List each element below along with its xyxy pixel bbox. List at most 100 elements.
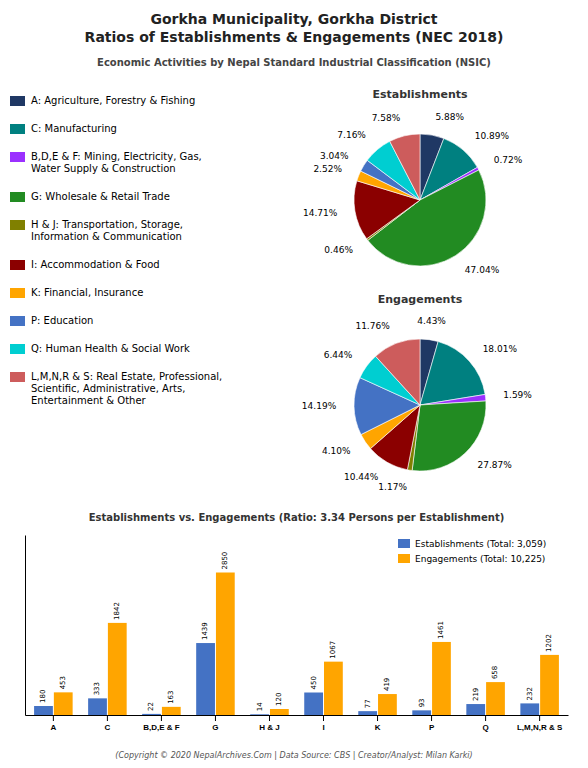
data-label: 1202 (545, 634, 553, 652)
legend-swatch (10, 288, 25, 298)
data-label: 1067 (329, 641, 337, 659)
tick: G (212, 715, 218, 732)
bar (432, 642, 451, 715)
data-label: 14.71% (303, 208, 338, 218)
pie-slice (412, 401, 486, 471)
tick-label: Q (482, 723, 488, 732)
tick: B,D,E & F (143, 715, 180, 732)
data-label: 219 (472, 688, 480, 701)
legend-swatch (10, 344, 25, 354)
data-labels: 1803332214391445077932192324531842163285… (39, 552, 553, 712)
pie-slice (376, 339, 420, 405)
data-label: 6.44% (324, 350, 353, 360)
legend-entry: K: Financial, Insurance (31, 287, 143, 298)
legend-swatch (10, 152, 25, 162)
legend-entry: P: Education (31, 315, 93, 326)
legend-swatch (398, 554, 410, 563)
legend-swatch (10, 124, 25, 134)
legend-swatch (10, 372, 25, 382)
tick: A (50, 715, 56, 732)
data-label: 0.46% (324, 245, 353, 255)
legend-swatch (10, 260, 25, 270)
pie-slice (420, 342, 485, 405)
data-label: 1439 (201, 622, 209, 640)
bar (378, 694, 397, 715)
legend-entry: B,D,E & F: Mining, Electricity, Gas,Wate… (31, 151, 202, 174)
tick: P (429, 715, 435, 732)
data-label: 10.89% (475, 131, 510, 141)
tick-label: P (429, 723, 435, 732)
y-axis (25, 536, 26, 716)
legend-swatch (10, 220, 25, 230)
bar (250, 714, 269, 715)
tick: K (375, 715, 381, 732)
pie: 4.43%18.01%1.59%27.87%1.17%10.44%4.10%14… (302, 316, 532, 492)
bar (88, 698, 107, 715)
data-label: 77 (364, 699, 372, 708)
data-label: 1461 (437, 621, 445, 639)
tick-mark (485, 715, 486, 721)
bar (358, 711, 377, 715)
bar (304, 693, 323, 716)
pie-title: Establishments (372, 88, 468, 101)
data-label: 5.88% (435, 112, 464, 122)
legend-entry: Q: Human Health & Social Work (31, 343, 190, 354)
bar (108, 623, 127, 715)
tick-label: A (50, 723, 56, 732)
tick-mark (269, 715, 270, 721)
legend-entry: Establishments (Total: 3,059) (415, 539, 546, 549)
subtitle: Economic Activities by Nepal Standard In… (97, 57, 491, 68)
bar (142, 714, 161, 715)
data-label: 11.76% (355, 321, 390, 331)
data-label: 1.17% (378, 482, 407, 492)
data-label: 22 (147, 702, 155, 711)
pie: 5.88%10.89%0.72%47.04%0.46%14.71%2.52%3.… (303, 112, 523, 275)
bar (324, 662, 343, 715)
chart-title: Establishments vs. Engagements (Ratio: 3… (89, 512, 505, 523)
tick-label: H & J (259, 723, 279, 732)
tick-mark (53, 715, 54, 721)
tick-mark (431, 715, 432, 721)
data-label: 14.19% (302, 401, 337, 411)
legend: A: Agriculture, Forestry & Fishing C: Man… (10, 95, 222, 406)
data-label: 419 (383, 678, 391, 691)
bar (216, 573, 235, 716)
bar (162, 707, 181, 715)
data-label: 453 (59, 676, 67, 689)
bar (466, 704, 485, 715)
legend-entry: Engagements (Total: 10,225) (415, 554, 545, 564)
bar (270, 709, 289, 715)
bar (520, 703, 539, 715)
legend-entry: G: Wholesale & Retail Trade (31, 191, 170, 202)
legend-entry: C: Manufacturing (31, 123, 117, 134)
tick-mark (215, 715, 216, 721)
tick: Q (482, 715, 488, 732)
axis-line (25, 536, 26, 716)
data-label: 18.01% (483, 344, 518, 354)
bar (540, 655, 559, 715)
legend-swatch (398, 539, 410, 548)
data-label: 232 (526, 687, 534, 700)
plot-area (34, 573, 559, 716)
data-label: 14 (256, 702, 264, 711)
tick-mark (107, 715, 108, 721)
legend-entry: A: Agriculture, Forestry & Fishing (31, 95, 195, 106)
tick-label: C (105, 723, 111, 732)
tick: C (105, 715, 111, 732)
data-label: 4.10% (322, 446, 351, 456)
bar (412, 710, 431, 715)
legend-swatch (10, 96, 25, 106)
data-label: 10.44% (344, 472, 379, 482)
pie-title: Engagements (378, 293, 463, 306)
data-label: 333 (93, 682, 101, 695)
data-label: 47.04% (465, 265, 500, 275)
tick: L,M,N,R & S (517, 715, 563, 732)
bar (196, 643, 215, 715)
chart-root: Gorkha Municipality, Gorkha DistrictRati… (0, 0, 588, 768)
x-axis: ACB,D,E & FGH & JIKPQL,M,N,R & S (26, 715, 569, 732)
tick: H & J (259, 715, 279, 732)
bar (486, 682, 505, 715)
data-label: 3.04% (320, 151, 349, 161)
data-label: 4.43% (417, 316, 446, 326)
data-label: 2850 (221, 552, 229, 570)
